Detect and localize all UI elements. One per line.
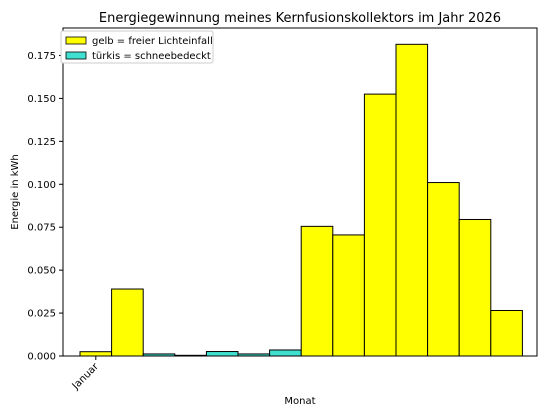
bar-8 [300, 225, 334, 357]
y-tick-label: 0.100 [27, 180, 56, 191]
y-axis-label: Energie in kWh [10, 154, 21, 230]
bar-12 [427, 182, 460, 357]
bar-14 [490, 309, 523, 357]
x-axis-label: Monat [284, 396, 315, 407]
legend-box [60, 30, 214, 64]
chart-title: Energiegewinnung meines Kernfusionskolle… [99, 11, 501, 26]
legend-swatch [65, 51, 87, 60]
bar-13 [458, 218, 492, 357]
bar-2 [111, 288, 144, 357]
legend-swatch [65, 36, 87, 45]
y-tick-label: 0.125 [27, 137, 56, 148]
y-tick-label: 0.150 [27, 94, 56, 105]
legend-label: gelb = freier Lichteinfall [92, 36, 213, 47]
y-tick-label: 0.025 [27, 309, 56, 320]
bar-1 [79, 351, 113, 357]
bar-5 [205, 351, 239, 357]
bar-7 [269, 349, 302, 357]
y-tick-label: 0.000 [27, 352, 56, 363]
y-axis: 0.000 0.025 0.050 0.075 0.100 0.125 0.150 0.175 [27, 51, 63, 363]
bar-10 [363, 93, 397, 357]
plot-frame [62, 27, 538, 357]
y-tick-label: 0.175 [27, 51, 56, 62]
bar-11 [395, 43, 429, 357]
legend-label: türkis = schneebedeckt [92, 51, 211, 62]
y-tick-label: 0.050 [27, 266, 56, 277]
bar-9 [332, 234, 365, 357]
legend: gelb = freier Lichteinfall türkis = schne… [60, 30, 214, 64]
bars-layer [79, 43, 523, 357]
y-tick-label: 0.075 [27, 223, 56, 234]
